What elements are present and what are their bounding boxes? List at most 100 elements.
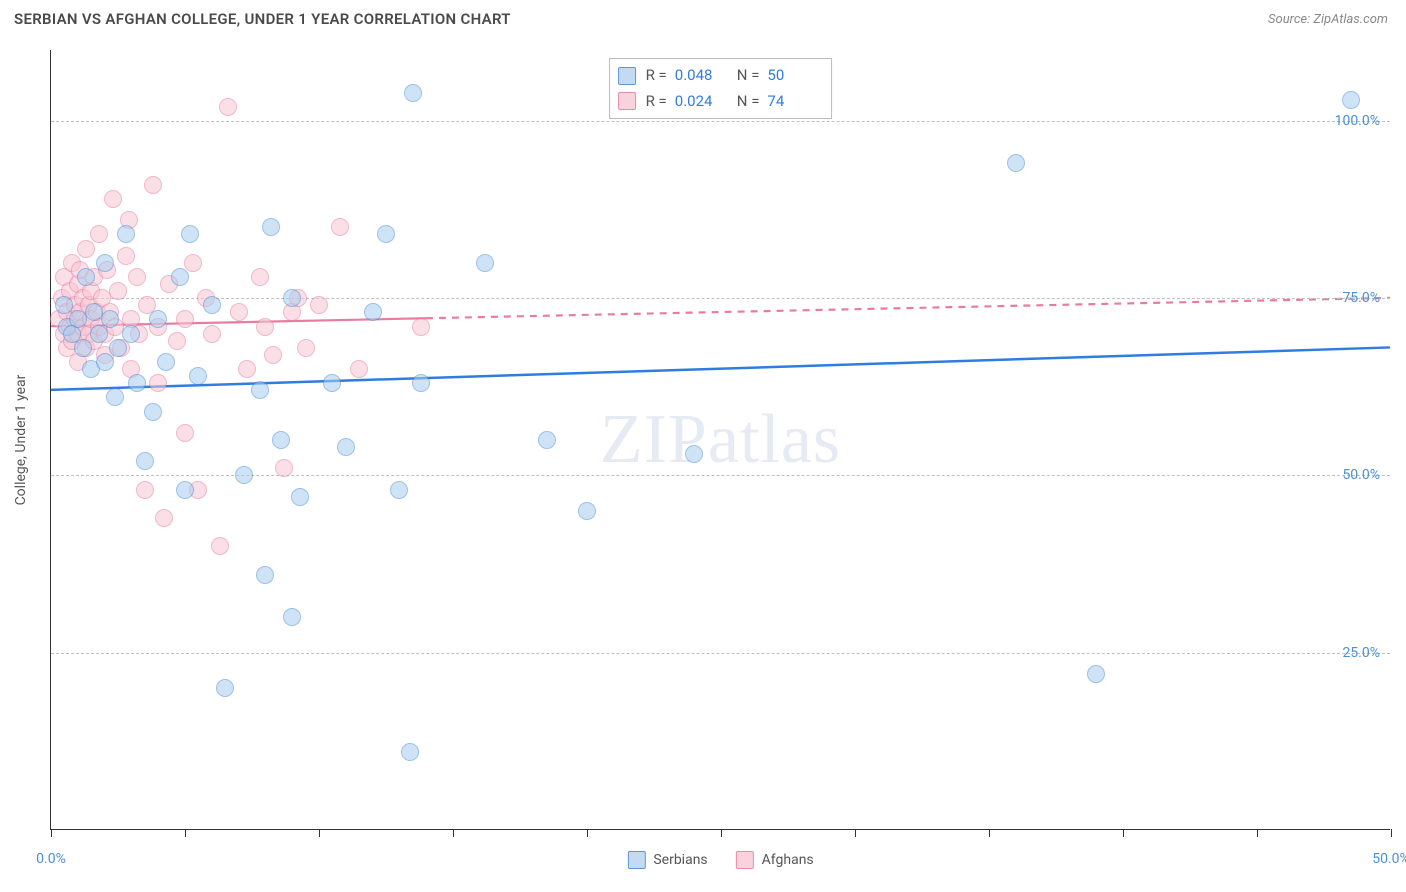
- data-point: [219, 98, 237, 116]
- plot-area: ZIPatlas R = 0.048 N = 50 R = 0.024 N = …: [50, 50, 1390, 830]
- swatch-blue-icon: [618, 67, 636, 85]
- legend-item-afghans: Afghans: [736, 851, 814, 869]
- data-point: [74, 339, 92, 357]
- data-point: [176, 310, 194, 328]
- x-tick: [1123, 829, 1124, 837]
- swatch-pink-icon: [736, 851, 754, 869]
- legend-label: Serbians: [653, 852, 707, 868]
- x-tick: [855, 829, 856, 837]
- n-value: 74: [767, 89, 819, 115]
- gridline: [51, 298, 1390, 299]
- data-point: [144, 403, 162, 421]
- data-point: [238, 360, 256, 378]
- data-point: [176, 424, 194, 442]
- data-point: [364, 303, 382, 321]
- swatch-pink-icon: [618, 92, 636, 110]
- data-point: [90, 225, 108, 243]
- data-point: [171, 268, 189, 286]
- data-point: [251, 268, 269, 286]
- data-point: [578, 502, 596, 520]
- data-point: [189, 367, 207, 385]
- data-point: [323, 374, 341, 392]
- data-point: [55, 296, 73, 314]
- n-label: N =: [737, 89, 760, 115]
- x-tick: [51, 829, 52, 837]
- y-tick-label: 75.0%: [1342, 290, 1380, 306]
- data-point: [136, 452, 154, 470]
- data-point: [272, 431, 290, 449]
- x-tick-label: 50.0%: [1372, 851, 1406, 867]
- r-label: R =: [646, 63, 667, 89]
- data-point: [230, 303, 248, 321]
- data-point: [122, 325, 140, 343]
- stat-legend: R = 0.048 N = 50 R = 0.024 N = 74: [609, 58, 833, 119]
- data-point: [203, 296, 221, 314]
- data-point: [104, 190, 122, 208]
- r-label: R =: [646, 89, 667, 115]
- data-point: [291, 488, 309, 506]
- data-point: [310, 296, 328, 314]
- data-point: [149, 310, 167, 328]
- x-tick: [1257, 829, 1258, 837]
- data-point: [211, 537, 229, 555]
- legend-label: Afghans: [762, 852, 814, 868]
- data-point: [117, 247, 135, 265]
- x-tick: [453, 829, 454, 837]
- data-point: [203, 325, 221, 343]
- data-point: [283, 289, 301, 307]
- n-label: N =: [737, 63, 760, 89]
- data-point: [77, 240, 95, 258]
- data-point: [136, 481, 154, 499]
- data-point: [235, 466, 253, 484]
- x-tick: [1391, 829, 1392, 837]
- data-point: [412, 374, 430, 392]
- data-point: [168, 332, 186, 350]
- stat-row-serbians: R = 0.048 N = 50: [618, 63, 820, 89]
- data-point: [337, 438, 355, 456]
- watermark: ZIPatlas: [600, 400, 841, 480]
- data-point: [283, 608, 301, 626]
- data-point: [117, 225, 135, 243]
- data-point: [109, 339, 127, 357]
- data-point: [1087, 665, 1105, 683]
- x-tick: [185, 829, 186, 837]
- data-point: [538, 431, 556, 449]
- x-tick: [587, 829, 588, 837]
- data-point: [251, 381, 269, 399]
- gridline: [51, 121, 1390, 122]
- data-point: [256, 566, 274, 584]
- data-point: [184, 254, 202, 272]
- x-tick: [319, 829, 320, 837]
- y-tick-label: 25.0%: [1342, 645, 1380, 661]
- data-point: [96, 254, 114, 272]
- trend-lines: [51, 50, 1390, 829]
- r-value: 0.048: [675, 63, 727, 89]
- data-point: [377, 225, 395, 243]
- swatch-blue-icon: [627, 851, 645, 869]
- source-label: Source: ZipAtlas.com: [1268, 12, 1388, 27]
- x-tick: [989, 829, 990, 837]
- legend-item-serbians: Serbians: [627, 851, 707, 869]
- data-point: [96, 353, 114, 371]
- data-point: [128, 268, 146, 286]
- y-axis-title: College, Under 1 year: [13, 374, 29, 505]
- data-point: [256, 318, 274, 336]
- data-point: [350, 360, 368, 378]
- data-point: [264, 346, 282, 364]
- data-point: [176, 481, 194, 499]
- data-point: [181, 225, 199, 243]
- data-point: [262, 218, 280, 236]
- data-point: [216, 679, 234, 697]
- data-point: [685, 445, 703, 463]
- gridline: [51, 653, 1390, 654]
- data-point: [144, 176, 162, 194]
- data-point: [106, 388, 124, 406]
- data-point: [1342, 91, 1360, 109]
- data-point: [390, 481, 408, 499]
- data-point: [476, 254, 494, 272]
- data-point: [404, 84, 422, 102]
- data-point: [128, 374, 146, 392]
- x-tick: [721, 829, 722, 837]
- chart-title: SERBIAN VS AFGHAN COLLEGE, UNDER 1 YEAR …: [14, 10, 511, 28]
- data-point: [149, 374, 167, 392]
